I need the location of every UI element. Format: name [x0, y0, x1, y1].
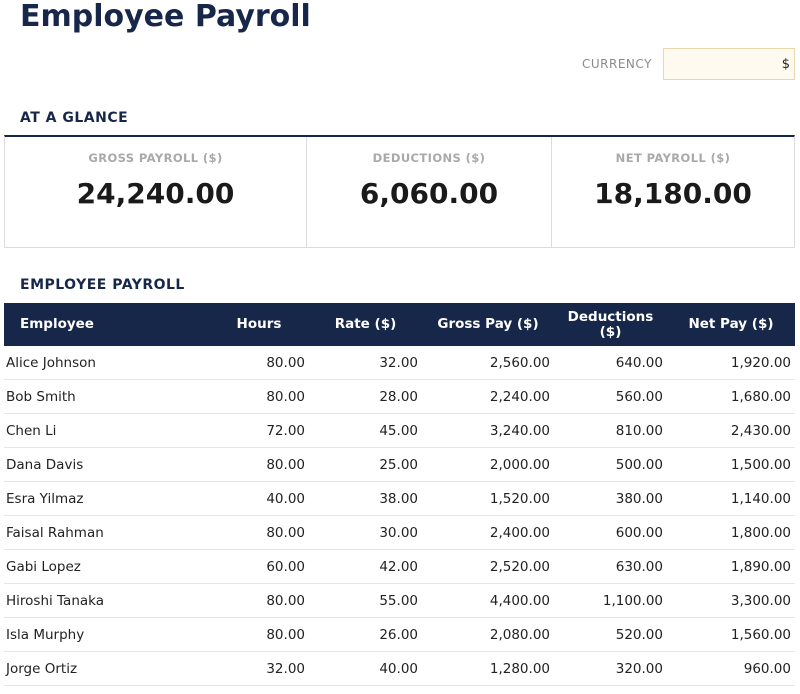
hours-cell: 80.00	[209, 346, 309, 380]
gross-payroll-label: GROSS PAYROLL ($)	[88, 151, 223, 165]
column-header-rate: Rate ($)	[309, 303, 422, 346]
rate-cell: 28.00	[309, 379, 422, 414]
net-pay-cell: 1,500.00	[667, 447, 795, 482]
deductions-cell: 600.00	[554, 515, 667, 550]
hours-cell: 80.00	[209, 447, 309, 482]
currency-input[interactable]	[663, 48, 795, 80]
gross-pay-cell: 1,520.00	[422, 481, 554, 516]
gross-payroll-value: 24,240.00	[76, 177, 235, 210]
employee-name-cell: Faisal Rahman	[4, 515, 209, 550]
deductions-label: DEDUCTIONS ($)	[372, 151, 486, 165]
deductions-cell: 630.00	[554, 549, 667, 584]
employee-name-cell: Alice Johnson	[4, 346, 209, 380]
hours-cell: 80.00	[209, 583, 309, 618]
hours-cell: 80.00	[209, 617, 309, 652]
rate-cell: 40.00	[309, 651, 422, 686]
net-pay-cell: 1,560.00	[667, 617, 795, 652]
net-pay-cell: 2,430.00	[667, 413, 795, 448]
deductions-card: DEDUCTIONS ($) 6,060.00	[306, 137, 551, 247]
table-row: Bob Smith 80.00 28.00 2,240.00 560.00 1,680.0…	[4, 379, 795, 414]
at-a-glance-heading: AT A GLANCE	[20, 110, 129, 126]
employee-name-cell: Chen Li	[4, 413, 209, 448]
deductions-cell: 320.00	[554, 651, 667, 686]
net-payroll-card: NET PAYROLL ($) 18,180.00	[551, 137, 794, 247]
hours-cell: 40.00	[209, 481, 309, 516]
employee-name-cell: Bob Smith	[4, 379, 209, 414]
employee-name-cell: Gabi Lopez	[4, 549, 209, 584]
rate-cell: 32.00	[309, 346, 422, 380]
rate-cell: 42.00	[309, 549, 422, 584]
net-pay-cell: 1,680.00	[667, 379, 795, 414]
table-row: Gabi Lopez 60.00 42.00 2,520.00 630.00 1,890.…	[4, 549, 795, 584]
employee-payroll-heading: EMPLOYEE PAYROLL	[20, 277, 185, 293]
deductions-cell: 1,100.00	[554, 583, 667, 618]
deductions-cell: 810.00	[554, 413, 667, 448]
column-header-gross-pay: Gross Pay ($)	[422, 303, 554, 346]
employee-name-cell: Jorge Ortiz	[4, 651, 209, 686]
payroll-table: Employee Hours Rate ($) Gross Pay ($) De…	[4, 303, 795, 686]
table-row: Alice Johnson 80.00 32.00 2,560.00 640.00 1,9…	[4, 346, 795, 380]
gross-pay-cell: 3,240.00	[422, 413, 554, 448]
hours-cell: 72.00	[209, 413, 309, 448]
table-row: Faisal Rahman 80.00 30.00 2,400.00 600.00 1,8…	[4, 515, 795, 550]
hours-cell: 60.00	[209, 549, 309, 584]
table-row: Dana Davis 80.00 25.00 2,000.00 500.00 1,500.…	[4, 447, 795, 482]
hours-cell: 80.00	[209, 379, 309, 414]
rate-cell: 30.00	[309, 515, 422, 550]
net-pay-cell: 1,800.00	[667, 515, 795, 550]
summary-cards: GROSS PAYROLL ($) 24,240.00 DEDUCTIONS (…	[4, 135, 795, 248]
hours-cell: 80.00	[209, 515, 309, 550]
employee-name-cell: Esra Yilmaz	[4, 481, 209, 516]
page-title: Employee Payroll	[20, 0, 311, 34]
rate-cell: 55.00	[309, 583, 422, 618]
gross-pay-cell: 4,400.00	[422, 583, 554, 618]
gross-pay-cell: 2,520.00	[422, 549, 554, 584]
column-header-deductions: Deductions ($)	[554, 303, 667, 346]
table-row: Isla Murphy 80.00 26.00 2,080.00 520.00 1,560…	[4, 617, 795, 652]
employee-name-cell: Isla Murphy	[4, 617, 209, 652]
currency-label: CURRENCY	[582, 57, 652, 71]
table-row: Chen Li 72.00 45.00 3,240.00 810.00 2,430.00	[4, 413, 795, 448]
net-pay-cell: 1,890.00	[667, 549, 795, 584]
table-row: Hiroshi Tanaka 80.00 55.00 4,400.00 1,100.00…	[4, 583, 795, 618]
employee-name-cell: Hiroshi Tanaka	[4, 583, 209, 618]
payroll-table-body: Alice Johnson 80.00 32.00 2,560.00 640.00 1,9…	[4, 346, 795, 686]
gross-pay-cell: 2,000.00	[422, 447, 554, 482]
deductions-cell: 560.00	[554, 379, 667, 414]
gross-pay-cell: 2,400.00	[422, 515, 554, 550]
column-header-hours: Hours	[209, 303, 309, 346]
net-pay-cell: 1,920.00	[667, 346, 795, 380]
net-pay-cell: 1,140.00	[667, 481, 795, 516]
table-row: Jorge Ortiz 32.00 40.00 1,280.00 320.00 960.0…	[4, 651, 795, 686]
table-header-row: Employee Hours Rate ($) Gross Pay ($) De…	[4, 303, 795, 346]
employee-name-cell: Dana Davis	[4, 447, 209, 482]
rate-cell: 45.00	[309, 413, 422, 448]
gross-pay-cell: 2,560.00	[422, 346, 554, 380]
rate-cell: 26.00	[309, 617, 422, 652]
gross-payroll-card: GROSS PAYROLL ($) 24,240.00	[5, 137, 306, 247]
column-header-employee: Employee	[4, 303, 209, 346]
deductions-cell: 500.00	[554, 447, 667, 482]
deductions-cell: 380.00	[554, 481, 667, 516]
table-row: Esra Yilmaz 40.00 38.00 1,520.00 380.00 1,140…	[4, 481, 795, 516]
rate-cell: 38.00	[309, 481, 422, 516]
rate-cell: 25.00	[309, 447, 422, 482]
deductions-cell: 640.00	[554, 346, 667, 380]
net-payroll-label: NET PAYROLL ($)	[615, 151, 731, 165]
gross-pay-cell: 2,080.00	[422, 617, 554, 652]
hours-cell: 32.00	[209, 651, 309, 686]
column-header-net-pay: Net Pay ($)	[667, 303, 795, 346]
net-pay-cell: 960.00	[667, 651, 795, 686]
net-pay-cell: 3,300.00	[667, 583, 795, 618]
net-payroll-value: 18,180.00	[594, 177, 752, 210]
deductions-value: 6,060.00	[359, 177, 499, 210]
gross-pay-cell: 2,240.00	[422, 379, 554, 414]
deductions-cell: 520.00	[554, 617, 667, 652]
gross-pay-cell: 1,280.00	[422, 651, 554, 686]
